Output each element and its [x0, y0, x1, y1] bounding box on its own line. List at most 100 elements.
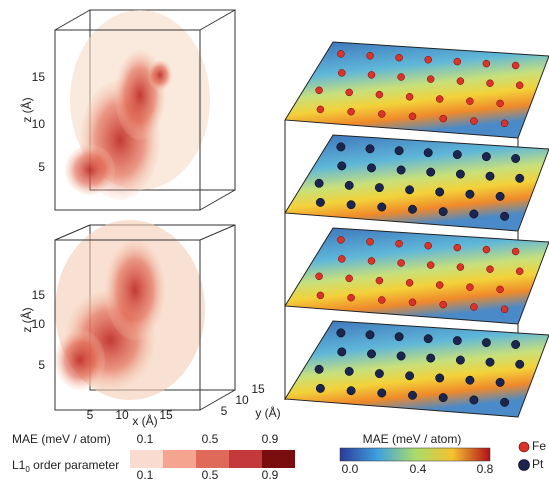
colorbar-tick: 0.1	[137, 468, 154, 480]
fe-icon	[519, 442, 529, 452]
pt-atom	[466, 376, 474, 384]
legend-label: Fe	[532, 439, 546, 453]
pt-atom	[408, 391, 416, 399]
fe-atom	[512, 248, 519, 255]
fe-atom	[367, 52, 374, 59]
pt-atom	[470, 396, 478, 404]
layer	[285, 321, 549, 417]
pt-atom	[436, 374, 444, 382]
fe-atom	[398, 260, 405, 267]
colorbar-tick: 0.8	[477, 462, 494, 476]
pt-atom	[436, 188, 444, 196]
cube-top	[55, 10, 235, 210]
colorbar-tick: 0.0	[342, 462, 359, 476]
fe-atom	[436, 96, 443, 103]
colorbar-tick: 0.1	[137, 432, 154, 446]
fe-atom	[406, 93, 413, 100]
discrete-colorbar	[130, 450, 295, 468]
y-label: y (Å)	[255, 405, 280, 420]
pt-atom	[466, 190, 474, 198]
fe-atom	[466, 284, 473, 291]
label-main: L1	[12, 458, 26, 472]
pt-atom	[366, 331, 374, 339]
fe-atom	[348, 294, 355, 301]
pt-atom	[366, 145, 374, 153]
pt-atom	[482, 338, 490, 346]
fe-atom	[436, 282, 443, 289]
colorbar-label: MAE (meV / atom)	[363, 432, 462, 446]
pt-atom	[516, 360, 524, 368]
pt-atom	[427, 168, 435, 176]
pt-atom	[315, 365, 323, 373]
fe-atom	[487, 80, 494, 87]
pt-atom	[408, 205, 416, 213]
pt-atom	[500, 398, 508, 406]
pt-atom	[395, 333, 403, 341]
fe-atom	[487, 266, 494, 273]
fe-atom	[425, 242, 432, 249]
fe-atom	[338, 255, 345, 262]
pt-atom	[424, 335, 432, 343]
fe-atom	[376, 91, 383, 98]
pt-atom	[486, 358, 494, 366]
y-tick: 5	[221, 404, 228, 418]
layer	[285, 135, 549, 231]
fe-atom	[454, 244, 461, 251]
pt-atom	[345, 367, 353, 375]
fe-atom	[457, 264, 464, 271]
fe-atom	[348, 108, 355, 115]
figure: z (Å) 15 10 5 z (Å) 15 10 5 5 10 15 x (Å…	[0, 0, 549, 480]
pt-atom	[347, 201, 355, 209]
fe-atom	[368, 257, 375, 264]
fe-atom	[317, 106, 324, 113]
fe-atom	[396, 54, 403, 61]
y-tick: 15	[251, 382, 265, 396]
pt-atom	[316, 384, 324, 392]
fe-atom	[337, 236, 344, 243]
fe-atom	[466, 98, 473, 105]
x-tick: 15	[159, 408, 173, 422]
pt-atom	[439, 393, 447, 401]
fe-atom	[483, 246, 490, 253]
fe-atom	[338, 69, 345, 76]
pt-atom	[516, 174, 524, 182]
pt-atom	[424, 149, 432, 157]
pt-atom	[397, 352, 405, 360]
fe-atom	[376, 277, 383, 284]
pt-atom	[338, 348, 346, 356]
layer	[285, 42, 549, 138]
pt-atom	[316, 198, 324, 206]
fe-atom	[378, 297, 385, 304]
fe-atom	[316, 273, 323, 280]
fe-atom	[346, 275, 353, 282]
pt-atom	[456, 170, 464, 178]
pt-atom	[486, 172, 494, 180]
fe-atom	[427, 262, 434, 269]
colorbar-label: MAE (meV / atom)	[12, 432, 111, 446]
colorbar	[340, 448, 490, 461]
pt-atom	[367, 164, 375, 172]
fe-atom	[501, 120, 508, 127]
z-tick: 15	[32, 288, 46, 302]
pt-atom	[378, 389, 386, 397]
fe-atom	[337, 50, 344, 57]
z-tick: 5	[38, 160, 45, 174]
pt-atom	[338, 162, 346, 170]
fe-atom	[316, 87, 323, 94]
colorbar-tick: 0.9	[262, 432, 279, 446]
pt-atom	[511, 340, 519, 348]
pt-atom	[496, 192, 504, 200]
pt-atom	[367, 350, 375, 358]
fe-atom	[454, 58, 461, 65]
fe-atom	[396, 240, 403, 247]
pt-atom	[511, 154, 519, 162]
fe-atom	[497, 100, 504, 107]
pt-atom	[405, 186, 413, 194]
fe-atom	[398, 74, 405, 81]
z-tick: 15	[32, 70, 46, 84]
fe-atom	[427, 76, 434, 83]
layer	[285, 228, 549, 324]
x-tick: 5	[87, 408, 94, 422]
cube-bottom	[55, 220, 235, 410]
colorbar-tick: 0.9	[262, 468, 279, 480]
